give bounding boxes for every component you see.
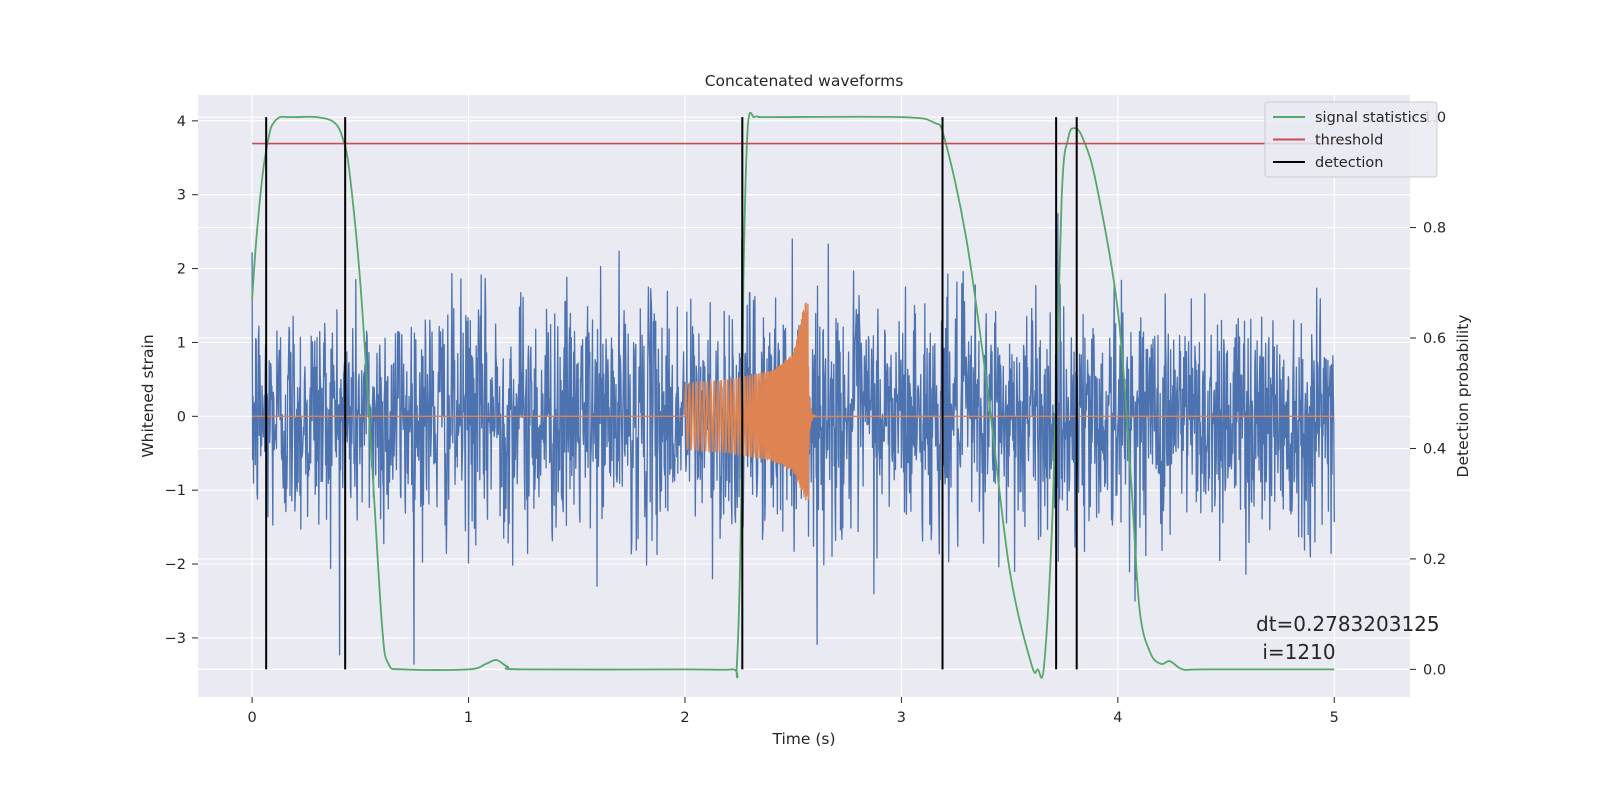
y-tick-label-left: −2	[165, 557, 186, 573]
x-tick-label: 5	[1330, 710, 1339, 726]
x-tick-label: 0	[247, 710, 256, 726]
legend-label: detection	[1315, 155, 1383, 171]
y-tick-label-left: 2	[177, 262, 186, 278]
y-tick-label-right: 0.8	[1423, 221, 1446, 237]
x-tick-label: 2	[680, 710, 689, 726]
x-tick-label: 1	[464, 710, 473, 726]
legend-label: signal statistics	[1315, 110, 1427, 126]
y-axis-label-left: Whitened strain	[139, 334, 157, 457]
y-tick-label-left: −1	[165, 483, 186, 499]
x-tick-label: 4	[1113, 710, 1122, 726]
y-tick-label-right: 0.4	[1423, 441, 1446, 457]
legend-label: threshold	[1315, 133, 1383, 149]
annotation-i: i=1210	[1256, 640, 1336, 664]
y-tick-label-left: 3	[177, 188, 186, 204]
chart-title: Concatenated waveforms	[705, 72, 904, 90]
y-tick-label-left: 0	[177, 409, 186, 425]
plot-content	[251, 112, 1356, 679]
y-tick-label-left: −3	[165, 631, 186, 647]
y-tick-label-left: 4	[177, 114, 186, 130]
y-tick-label-right: 0.2	[1423, 552, 1446, 568]
legend: signal statistics threshold detection	[1264, 101, 1438, 178]
y-tick-label-right: 0.6	[1423, 331, 1446, 347]
waveform-series-line	[252, 302, 1335, 501]
y-tick-label-right: 0.0	[1423, 662, 1446, 678]
x-axis-label: Time (s)	[771, 730, 835, 748]
annotation-dt: dt=0.2783203125	[1256, 612, 1440, 636]
x-tick-label: 3	[897, 710, 906, 726]
y-axis-label-right: Detection probability	[1454, 315, 1472, 478]
y-tick-label-left: 1	[177, 335, 186, 351]
legend-box	[1264, 101, 1438, 178]
